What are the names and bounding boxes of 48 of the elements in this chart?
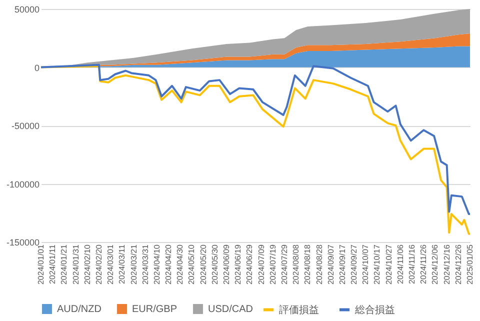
y-tick-label: -150000 xyxy=(6,238,40,248)
x-tick-label: 2024/08/18 xyxy=(303,244,312,285)
y-tick-label: 0 xyxy=(34,62,40,73)
x-tick-label: 2024/06/19 xyxy=(234,244,243,285)
y-tick-label: -50000 xyxy=(11,121,40,131)
legend-label: EUR/GBP xyxy=(132,304,178,315)
x-tick-label: 2024/03/11 xyxy=(118,244,127,284)
legend-label: AUD/NZD xyxy=(57,304,102,315)
x-tick-label: 2024/04/20 xyxy=(164,244,174,285)
x-tick-label: 2024/08/28 xyxy=(314,244,324,285)
y-tick-label: -100000 xyxy=(6,179,40,190)
x-tick-label: 2024/01/01 xyxy=(36,244,46,285)
x-tick-label: 2024/10/17 xyxy=(372,244,382,285)
x-tick-label: 2024/05/30 xyxy=(210,244,220,285)
x-tick-label: 2024/05/10 xyxy=(187,244,196,285)
x-tick-label: 2024/12/16 xyxy=(442,244,452,285)
x-tick-label: 2024/03/01 xyxy=(106,244,116,285)
x-tick-label: 2024/04/10 xyxy=(152,244,162,285)
x-tick-label: 2024/07/19 xyxy=(268,244,278,285)
x-tick-label: 2024/03/21 xyxy=(129,244,138,285)
x-tick-label: 2024/02/10 xyxy=(82,244,92,285)
x-tick-label: 2024/11/16 xyxy=(408,244,417,284)
x-tick-label: 2024/03/31 xyxy=(140,244,150,285)
x-tick-label: 2024/09/17 xyxy=(338,244,347,285)
x-tick-label: 2024/12/26 xyxy=(454,244,463,285)
x-tick-label: 2024/10/07 xyxy=(361,244,370,285)
x-tick-label: 2024/05/20 xyxy=(198,244,208,285)
legend-label: USD/CAD xyxy=(208,304,254,315)
x-tick-label: 2024/04/30 xyxy=(176,244,185,285)
x-tick-label: 2024/01/31 xyxy=(71,244,80,285)
x-tick-label: 2024/08/08 xyxy=(292,244,301,285)
x-tick-label: 2024/11/26 xyxy=(419,244,428,284)
x-tick-label: 2024/09/07 xyxy=(326,244,336,285)
x-tick-label: 2024/10/27 xyxy=(384,244,394,285)
x-tick-label: 2024/01/11 xyxy=(48,244,58,284)
x-tick-label: 2024/07/29 xyxy=(280,244,289,285)
x-tick-label: 2024/06/29 xyxy=(245,244,254,285)
x-tick-label: 2024/11/06 xyxy=(396,244,405,284)
y-tick-label: 50000 xyxy=(14,4,40,14)
x-tick-label: 2024/01/21 xyxy=(60,244,69,285)
x-tick-label: 2024/06/09 xyxy=(222,244,232,285)
legend-label: 総合損益 xyxy=(354,304,395,316)
legend-label: 評価損益 xyxy=(279,304,319,316)
x-tick-label: 2025/01/05 xyxy=(466,244,474,285)
x-tick-label: 2024/07/09 xyxy=(256,244,266,285)
x-tick-label: 2024/09/27 xyxy=(350,244,359,285)
x-tick-label: 2024/12/06 xyxy=(430,244,440,285)
x-tick-label: 2024/02/20 xyxy=(94,244,104,285)
